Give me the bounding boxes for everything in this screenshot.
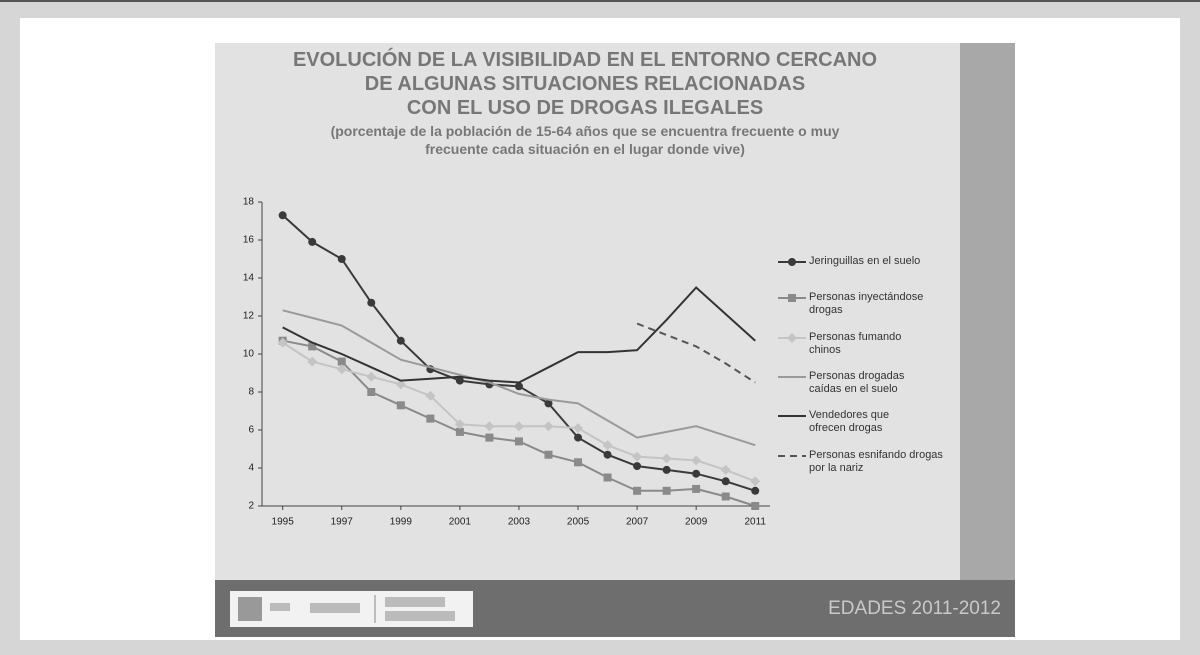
- y-tick-label: 4: [248, 463, 254, 474]
- marker: [396, 401, 405, 410]
- x-tick-label: 2005: [567, 517, 590, 528]
- marker: [787, 333, 797, 343]
- marker: [513, 421, 524, 432]
- series-line: [282, 341, 756, 483]
- marker: [308, 342, 317, 351]
- top-rule: [0, 0, 1200, 2]
- footer-bar: EDADES 2011-2012: [215, 580, 1015, 637]
- y-tick-label: 8: [248, 387, 254, 398]
- x-tick-label: 2007: [626, 517, 649, 528]
- x-tick-label: 2003: [508, 517, 531, 528]
- marker: [277, 337, 288, 348]
- x-tick-label: 2001: [449, 517, 472, 528]
- legend-label: Personas inyectándose drogas: [809, 291, 924, 316]
- y-tick-label: 10: [243, 349, 255, 360]
- y-tick-label: 2: [248, 501, 254, 512]
- legend-label: Jeringuillas en el suelo: [809, 255, 921, 267]
- marker: [602, 440, 613, 451]
- legend-label: Vendedores que ofrecen drogas: [809, 409, 890, 434]
- marker: [484, 421, 495, 432]
- marker: [366, 371, 377, 382]
- footer-text: EDADES 2011-2012: [828, 598, 1001, 619]
- marker: [661, 453, 672, 464]
- marker: [751, 486, 760, 495]
- marker: [426, 414, 435, 423]
- marker: [543, 421, 554, 432]
- marker: [721, 492, 730, 501]
- marker: [336, 364, 347, 375]
- marker: [574, 433, 583, 442]
- y-tick-label: 14: [243, 273, 255, 284]
- marker: [544, 450, 553, 459]
- marker: [788, 258, 796, 266]
- marker: [573, 423, 584, 434]
- marker: [751, 502, 760, 510]
- marker: [544, 399, 553, 408]
- title-line: CON EL USO DE DROGAS ILEGALES: [406, 97, 764, 119]
- y-tick-label: 18: [243, 197, 255, 208]
- marker: [692, 484, 701, 493]
- marker: [633, 486, 642, 495]
- subtitle-line: (porcentaje de la población de 15-64 año…: [330, 123, 840, 139]
- y-tick-label: 12: [243, 311, 255, 322]
- legend-label: Personas drogadas caídas en el suelo: [809, 370, 905, 395]
- title-line: EVOLUCIÓN DE LA VISIBILIDAD EN EL ENTORN…: [292, 49, 878, 71]
- logo: [230, 591, 473, 627]
- x-tick-label: 2011: [744, 517, 766, 528]
- marker: [454, 419, 465, 430]
- subtitle-line: frecuente cada situación en el lugar don…: [425, 141, 745, 157]
- marker: [692, 469, 701, 478]
- marker: [395, 379, 406, 390]
- marker: [632, 451, 643, 462]
- slide: EVOLUCIÓN DE LA VISIBILIDAD EN EL ENTORN…: [215, 43, 1015, 637]
- legend-label: Personas esnifando drogas por la nariz: [809, 449, 943, 474]
- marker: [308, 237, 317, 246]
- marker: [633, 462, 642, 471]
- marker: [662, 486, 671, 495]
- y-tick-label: 6: [248, 425, 254, 436]
- marker: [396, 336, 405, 345]
- marker: [455, 376, 464, 385]
- legend-label: Personas fumando chinos: [809, 331, 902, 356]
- marker: [720, 464, 731, 475]
- marker: [337, 255, 346, 263]
- marker: [514, 437, 523, 446]
- x-tick-label: 1995: [272, 517, 295, 528]
- series-line: [282, 214, 756, 492]
- marker: [425, 390, 436, 401]
- marker: [574, 458, 583, 467]
- marker: [721, 477, 730, 486]
- series-line: [282, 286, 756, 384]
- marker: [788, 294, 796, 302]
- side-strip: [960, 43, 1015, 637]
- marker: [367, 298, 376, 307]
- marker: [485, 433, 494, 442]
- x-tick-label: 1999: [390, 517, 413, 528]
- marker: [307, 356, 318, 367]
- marker: [662, 465, 671, 474]
- marker: [603, 450, 612, 459]
- marker: [514, 382, 523, 391]
- marker: [603, 473, 612, 482]
- marker: [278, 211, 287, 220]
- y-tick-label: 16: [243, 235, 255, 246]
- x-tick-label: 2009: [685, 517, 708, 528]
- marker: [455, 427, 464, 436]
- series-line: [636, 322, 756, 384]
- x-tick-label: 1997: [331, 517, 354, 528]
- marker: [337, 357, 346, 366]
- marker: [367, 388, 376, 396]
- marker: [691, 455, 702, 466]
- series-line: [282, 309, 756, 447]
- title-line: DE ALGUNAS SITUACIONES RELACIONADAS: [364, 73, 806, 95]
- marker: [750, 476, 761, 487]
